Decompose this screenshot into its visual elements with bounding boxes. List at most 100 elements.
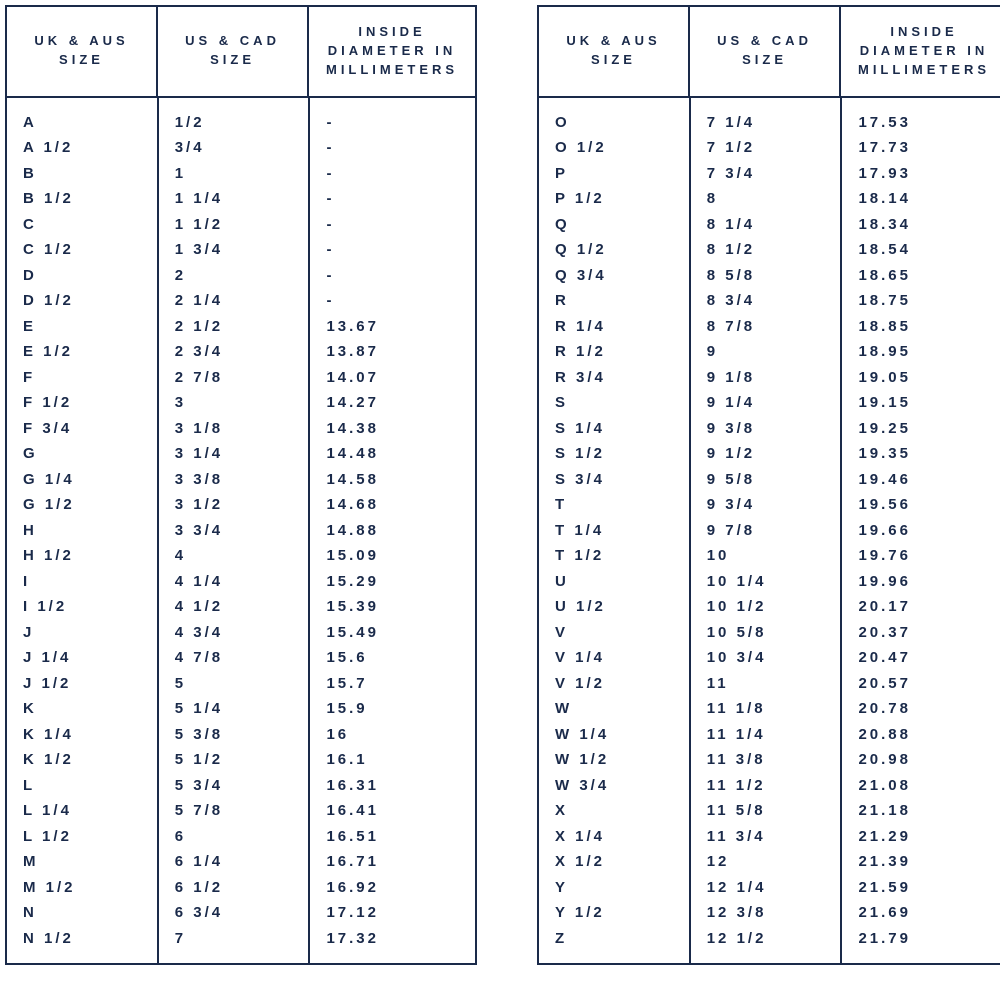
column-us-cad: 1/23/411 1/41 1/21 3/422 1/42 1/22 3/42 …: [157, 98, 309, 964]
column-header-us-cad: US & CAD SIZE: [688, 7, 839, 96]
cell-value: -: [326, 110, 465, 136]
cell-value: 19.56: [858, 492, 997, 518]
cell-value: X 1/2: [555, 849, 679, 875]
cell-value: 15.6: [326, 645, 465, 671]
cell-value: B: [23, 161, 147, 187]
cell-value: 11 3/8: [707, 747, 831, 773]
table-body: OO 1/2PP 1/2QQ 1/2Q 3/4RR 1/4R 1/2R 3/4S…: [539, 98, 1000, 964]
cell-value: F 3/4: [23, 416, 147, 442]
cell-value: 9 1/2: [707, 441, 831, 467]
cell-value: 14.88: [326, 518, 465, 544]
cell-value: 2 1/4: [175, 288, 299, 314]
cell-value: 19.66: [858, 518, 997, 544]
cell-value: 11 3/4: [707, 824, 831, 850]
cell-value: 9 1/4: [707, 390, 831, 416]
cell-value: P 1/2: [555, 186, 679, 212]
cell-value: 15.49: [326, 620, 465, 646]
cell-value: -: [326, 237, 465, 263]
cell-value: 1 3/4: [175, 237, 299, 263]
cell-value: 10 1/2: [707, 594, 831, 620]
cell-value: C 1/2: [23, 237, 147, 263]
cell-value: S 1/4: [555, 416, 679, 442]
cell-value: 13.87: [326, 339, 465, 365]
cell-value: R 3/4: [555, 365, 679, 391]
cell-value: 20.88: [858, 722, 997, 748]
cell-value: 11 5/8: [707, 798, 831, 824]
cell-value: 11 1/2: [707, 773, 831, 799]
cell-value: 9 5/8: [707, 467, 831, 493]
cell-value: 3 1/2: [175, 492, 299, 518]
column-header-us-cad: US & CAD SIZE: [156, 7, 307, 96]
cell-value: 19.15: [858, 390, 997, 416]
cell-value: 4 1/4: [175, 569, 299, 595]
cell-value: Y: [555, 875, 679, 901]
cell-value: D: [23, 263, 147, 289]
cell-value: L 1/4: [23, 798, 147, 824]
cell-value: -: [326, 161, 465, 187]
cell-value: 19.25: [858, 416, 997, 442]
column-uk-aus: OO 1/2PP 1/2QQ 1/2Q 3/4RR 1/4R 1/2R 3/4S…: [539, 98, 689, 964]
cell-value: -: [326, 212, 465, 238]
cell-value: 16.92: [326, 875, 465, 901]
cell-value: 18.14: [858, 186, 997, 212]
cell-value: 15.09: [326, 543, 465, 569]
cell-value: 7: [175, 926, 299, 952]
cell-value: S 3/4: [555, 467, 679, 493]
cell-value: K 1/4: [23, 722, 147, 748]
cell-value: 4 7/8: [175, 645, 299, 671]
cell-value: J: [23, 620, 147, 646]
cell-value: 3 1/4: [175, 441, 299, 467]
cell-value: 3 1/8: [175, 416, 299, 442]
cell-value: A: [23, 110, 147, 136]
cell-value: R 1/2: [555, 339, 679, 365]
cell-value: 7 3/4: [707, 161, 831, 187]
cell-value: 11 1/4: [707, 722, 831, 748]
cell-value: 10 1/4: [707, 569, 831, 595]
cell-value: R 1/4: [555, 314, 679, 340]
cell-value: 12: [707, 849, 831, 875]
cell-value: 5 3/4: [175, 773, 299, 799]
column-diameter: --------13.6713.8714.0714.2714.3814.4814…: [308, 98, 475, 964]
cell-value: Z: [555, 926, 679, 952]
cell-value: N: [23, 900, 147, 926]
cell-value: 21.69: [858, 900, 997, 926]
cell-value: 3 3/4: [175, 518, 299, 544]
cell-value: V 1/4: [555, 645, 679, 671]
cell-value: 8 7/8: [707, 314, 831, 340]
cell-value: -: [326, 135, 465, 161]
cell-value: N 1/2: [23, 926, 147, 952]
cell-value: 16.41: [326, 798, 465, 824]
cell-value: 3 3/8: [175, 467, 299, 493]
cell-value: E: [23, 314, 147, 340]
cell-value: G 1/4: [23, 467, 147, 493]
cell-value: 14.07: [326, 365, 465, 391]
cell-value: 9: [707, 339, 831, 365]
cell-value: 4 1/2: [175, 594, 299, 620]
cell-value: T: [555, 492, 679, 518]
cell-value: 18.75: [858, 288, 997, 314]
cell-value: K: [23, 696, 147, 722]
cell-value: 2 7/8: [175, 365, 299, 391]
cell-value: 15.7: [326, 671, 465, 697]
cell-value: -: [326, 186, 465, 212]
cell-value: 10 5/8: [707, 620, 831, 646]
cell-value: W 1/4: [555, 722, 679, 748]
cell-value: 20.37: [858, 620, 997, 646]
cell-value: H: [23, 518, 147, 544]
cell-value: O 1/2: [555, 135, 679, 161]
cell-value: 8 1/2: [707, 237, 831, 263]
cell-value: L 1/2: [23, 824, 147, 850]
cell-value: 14.68: [326, 492, 465, 518]
cell-value: 1 1/2: [175, 212, 299, 238]
cell-value: 3: [175, 390, 299, 416]
cell-value: T 1/4: [555, 518, 679, 544]
cell-value: 12 3/8: [707, 900, 831, 926]
cell-value: 17.32: [326, 926, 465, 952]
cell-value: S: [555, 390, 679, 416]
cell-value: 6 1/2: [175, 875, 299, 901]
column-header-uk-aus: UK & AUS SIZE: [7, 7, 156, 96]
cell-value: 17.12: [326, 900, 465, 926]
cell-value: 12 1/4: [707, 875, 831, 901]
column-diameter: 17.5317.7317.9318.1418.3418.5418.6518.75…: [840, 98, 1000, 964]
cell-value: B 1/2: [23, 186, 147, 212]
